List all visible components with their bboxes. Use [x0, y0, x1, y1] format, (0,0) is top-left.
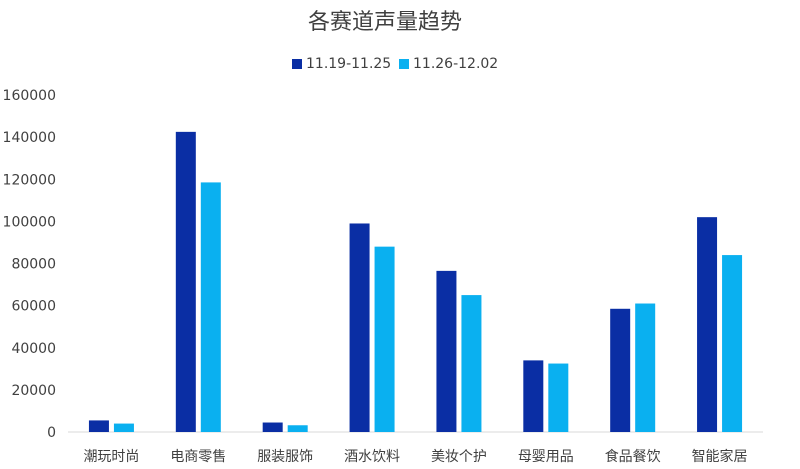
- legend-swatch-series-1: [292, 59, 302, 69]
- x-category-label: 电商零售: [170, 449, 226, 465]
- x-category-label: 服装服饰: [257, 449, 313, 465]
- y-tick-label: 160000: [3, 88, 56, 104]
- bar-智能家居-series-1: [697, 217, 718, 432]
- chart-title: 各赛道声量趋势: [308, 10, 462, 35]
- legend-label-series-2: 11.26-12.02: [413, 56, 498, 72]
- x-category-label: 酒水饮料: [344, 449, 400, 465]
- y-tick-label: 0: [47, 425, 56, 441]
- x-axis-labels: 潮玩时尚 电商零售 服装服饰 酒水饮料 美妆个护 母婴用品 食品餐饮 智能家居: [83, 448, 747, 465]
- bar-电商零售-series-2: [200, 182, 221, 432]
- bar-电商零售-series-1: [175, 131, 196, 432]
- bar-食品餐饮-series-1: [610, 308, 631, 432]
- x-category-label: 美妆个护: [431, 449, 487, 465]
- bar-母婴用品-series-1: [523, 360, 544, 432]
- bar-服装服饰-series-1: [262, 422, 283, 432]
- x-category-label: 智能家居: [692, 448, 748, 465]
- legend-swatch-series-2: [399, 59, 409, 69]
- bar-潮玩时尚-series-2: [113, 423, 134, 432]
- bar-服装服饰-series-2: [287, 425, 308, 432]
- bar-美妆个护-series-1: [436, 270, 457, 432]
- bar-酒水饮料-series-1: [349, 223, 370, 432]
- bar-美妆个护-series-2: [461, 295, 482, 432]
- bar-潮玩时尚-series-1: [88, 420, 109, 432]
- legend: 11.19-11.25 11.26-12.02: [292, 56, 498, 72]
- x-category-label: 食品餐饮: [605, 448, 661, 465]
- bar-母婴用品-series-2: [548, 363, 569, 432]
- bar-酒水饮料-series-2: [374, 246, 395, 432]
- y-tick-label: 40000: [11, 341, 56, 357]
- y-tick-label: 60000: [11, 299, 56, 315]
- y-tick-label: 80000: [11, 257, 56, 273]
- legend-label-series-1: 11.19-11.25: [306, 56, 391, 72]
- y-tick-label: 140000: [3, 130, 56, 146]
- y-tick-label: 120000: [3, 172, 56, 188]
- y-tick-label: 20000: [11, 383, 56, 399]
- y-tick-label: 100000: [3, 214, 56, 230]
- bar-食品餐饮-series-2: [635, 303, 656, 432]
- bars: [88, 131, 743, 432]
- x-category-label: 潮玩时尚: [83, 449, 139, 465]
- x-category-label: 母婴用品: [518, 449, 574, 465]
- bar-智能家居-series-2: [722, 255, 743, 432]
- y-axis: 0 20000 40000 60000 80000 100000 120000 140000 1…: [3, 88, 56, 441]
